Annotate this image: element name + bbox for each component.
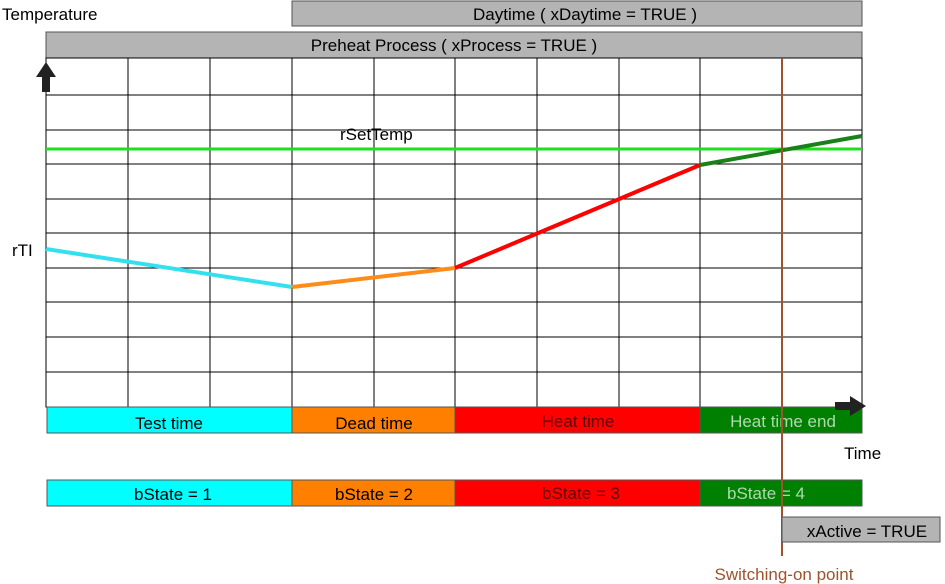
x-axis-label: Time [844,444,881,463]
state-3-label: bState = 3 [542,484,620,503]
phase-bar: Test time Dead time Heat time Heat time … [46,406,863,434]
active-label: xActive = TRUE [807,522,927,541]
state-4-label: bState = 4 [727,484,805,503]
phase-1-box [46,406,293,434]
phase-3-box [454,406,701,434]
process-bar-label: Preheat Process ( xProcess = TRUE ) [311,36,597,55]
curve-heat-time [454,163,701,270]
setpoint-label: rSetTemp [340,125,413,144]
process-bar [45,31,863,59]
x-axis-arrow-icon [850,396,866,416]
phase-1-label: Test time [135,414,203,433]
daytime-bar-label: Daytime ( xDaytime = TRUE ) [473,5,697,24]
active-box [781,516,941,543]
phase-2-box [291,406,456,434]
switching-point-label: Switching-on point [715,565,854,584]
daytime-bar [291,0,863,27]
curve-test-time [45,247,293,289]
plot-grid [45,57,863,408]
y-axis-arrow-icon [36,62,56,77]
x-axis-arrow-shaft [835,402,851,410]
state-bar: bState = 1 bState = 2 bState = 3 bState … [46,479,863,507]
state-2-box [291,479,456,507]
actual-temp-label: rTI [12,241,33,260]
curve-dead-time [291,266,456,289]
y-axis-arrow-shaft [42,76,50,92]
phase-3-label: Heat time [542,412,615,431]
state-1-label: bState = 1 [134,485,212,504]
phase-2-label: Dead time [335,414,412,433]
y-axis-label: Temperature [2,5,97,24]
state-1-box [46,479,293,507]
state-2-label: bState = 2 [335,485,413,504]
